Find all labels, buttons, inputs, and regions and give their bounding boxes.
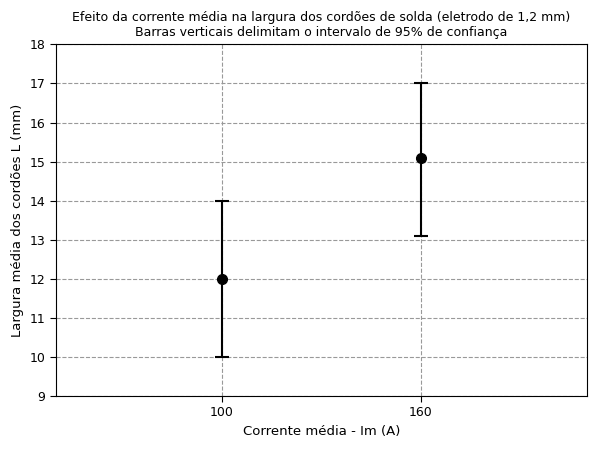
Title: Efeito da corrente média na largura dos cordões de solda (eletrodo de 1,2 mm)
Ba: Efeito da corrente média na largura dos … — [72, 11, 570, 39]
Y-axis label: Largura média dos cordões L (mm): Largura média dos cordões L (mm) — [11, 104, 24, 337]
X-axis label: Corrente média - Im (A): Corrente média - Im (A) — [243, 425, 400, 438]
